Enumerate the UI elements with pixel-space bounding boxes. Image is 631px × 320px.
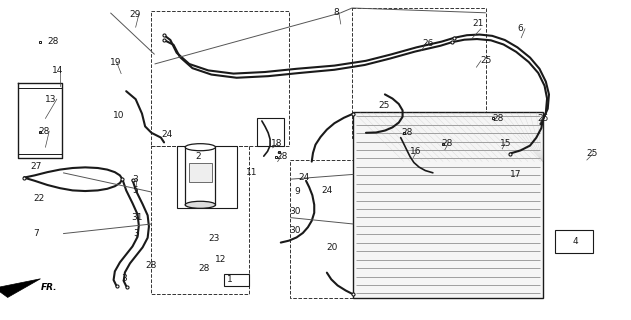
Text: 2: 2 <box>196 152 201 161</box>
Text: 28: 28 <box>492 114 504 123</box>
Bar <box>555 230 593 253</box>
Bar <box>151 146 249 294</box>
Ellipse shape <box>186 144 216 151</box>
Text: 13: 13 <box>45 95 57 104</box>
Bar <box>189 163 212 182</box>
Text: 6: 6 <box>517 24 523 33</box>
Text: 24: 24 <box>321 186 333 195</box>
Text: 24: 24 <box>298 173 309 182</box>
Bar <box>353 112 543 298</box>
Text: 28: 28 <box>401 128 413 137</box>
Text: 28: 28 <box>38 127 49 136</box>
Text: FR.: FR. <box>41 283 57 292</box>
Text: 3: 3 <box>133 175 138 184</box>
Text: 30: 30 <box>289 207 300 216</box>
Text: 28: 28 <box>442 140 453 148</box>
Text: 25: 25 <box>481 56 492 65</box>
Text: 5: 5 <box>133 186 138 195</box>
Bar <box>177 146 237 208</box>
Bar <box>352 8 486 138</box>
Text: 4: 4 <box>573 237 579 246</box>
Text: 30: 30 <box>289 226 300 235</box>
Text: 21: 21 <box>472 20 483 28</box>
Text: 25: 25 <box>379 101 390 110</box>
Text: 24: 24 <box>161 130 172 139</box>
Text: 18: 18 <box>271 140 283 148</box>
Bar <box>224 274 249 286</box>
Text: 28: 28 <box>276 152 288 161</box>
Text: 3: 3 <box>134 229 139 238</box>
Text: 26: 26 <box>423 39 434 48</box>
Text: 27: 27 <box>30 162 42 171</box>
Text: 23: 23 <box>208 234 220 243</box>
Text: 14: 14 <box>52 66 63 75</box>
Bar <box>186 147 215 205</box>
Text: 12: 12 <box>215 255 226 264</box>
Text: 29: 29 <box>129 10 141 19</box>
Text: 31: 31 <box>131 213 143 222</box>
Text: 16: 16 <box>410 148 422 156</box>
Text: 7: 7 <box>33 229 39 238</box>
Ellipse shape <box>186 201 216 208</box>
Bar <box>151 11 289 146</box>
Text: 1: 1 <box>227 276 233 284</box>
Text: 17: 17 <box>510 170 521 179</box>
Text: 25: 25 <box>538 114 549 123</box>
Text: 28: 28 <box>199 264 210 273</box>
Bar <box>257 118 284 146</box>
Text: 8: 8 <box>333 8 339 17</box>
Text: 25: 25 <box>587 149 598 158</box>
Text: 20: 20 <box>326 244 338 252</box>
Text: 3: 3 <box>121 274 127 283</box>
Text: 9: 9 <box>295 188 300 196</box>
Text: 10: 10 <box>114 111 125 120</box>
Polygon shape <box>0 279 40 298</box>
Text: 11: 11 <box>246 168 257 177</box>
Text: 15: 15 <box>500 140 512 148</box>
Text: 22: 22 <box>33 194 45 203</box>
Text: 28: 28 <box>47 37 59 46</box>
Text: 19: 19 <box>110 58 122 67</box>
Bar <box>290 160 353 298</box>
Text: 28: 28 <box>145 261 156 270</box>
